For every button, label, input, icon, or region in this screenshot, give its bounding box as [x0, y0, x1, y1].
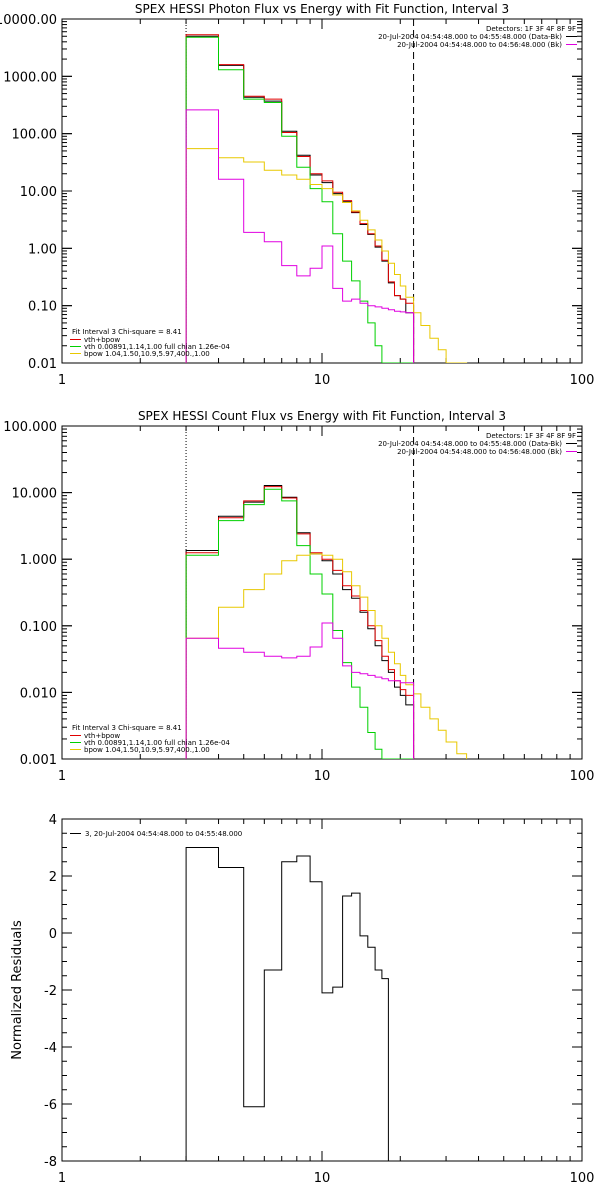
legend-detectors: Detectors: 1F 3F 4F 8F 9F: [486, 432, 576, 440]
y-tick-label: 10000.00: [0, 13, 57, 28]
plot-area: [185, 847, 415, 1161]
legend-entry-text: 3, 20-Jul-2004 04:54:48.000 to 04:55:48.…: [85, 830, 242, 838]
x-tick-label: 10: [314, 1171, 331, 1186]
y-tick-label: 0.10: [28, 300, 57, 315]
y-tick-label: 10.000: [12, 487, 58, 502]
x-tick-label: 1: [58, 373, 66, 388]
legend-entry-text: 20-Jul-2004 04:54:48.000 to 04:55:48.000…: [378, 440, 562, 448]
y-tick-label: 0.100: [20, 620, 57, 635]
legend-entry-text: 20-Jul-2004 04:54:48.000 to 04:56:48.000…: [397, 41, 562, 49]
series-bk-step-line: [185, 109, 415, 363]
legend-fit-header: Fit Interval 3 Chi-square = 8.41: [72, 724, 182, 732]
y-tick-label: 0.010: [20, 686, 57, 701]
legend-detectors: Detectors: 1F 3F 4F 8F 9F: [486, 25, 576, 33]
legend-entry-text: vth+bpow: [84, 732, 120, 740]
legend-entry-text: 20-Jul-2004 04:54:48.000 to 04:56:48.000…: [397, 448, 562, 456]
chart-panel-1: SPEX HESSI Photon Flux vs Energy with Fi…: [0, 2, 594, 388]
x-tick-label: 1: [58, 1171, 66, 1186]
legend-entry-text: vth 0.00891,1.14,1.00 full chian 1.26e-0…: [84, 739, 230, 747]
y-axis-ticks: [62, 818, 582, 1162]
x-tick-label: 1: [58, 769, 66, 784]
legend-entry-text: vth+bpow: [84, 336, 120, 344]
series-bpow-step-line: [185, 553, 468, 759]
chart-panel-3: Normalized Residuals 1 10 100 4 2 0 -2 -4 -6 -8 3, …: [10, 813, 594, 1186]
legend-entry-text: bpow 1.04,1.50,10.9,5.97,400.,1.00: [84, 746, 210, 754]
x-tick-label: 100: [570, 769, 595, 784]
x-axis-ticks: [61, 819, 583, 1161]
series-data-step-line: [185, 847, 415, 1161]
series-total-step-line: [185, 486, 415, 759]
series-data-step-line: [185, 485, 415, 759]
y-tick-label: 0: [49, 927, 57, 942]
y-tick-label: 2: [49, 870, 57, 885]
y-axis-ticks: [62, 425, 582, 760]
y-tick-label: -8: [44, 1155, 57, 1170]
legend-bottom-left: Fit Interval 3 Chi-square = 8.41vth+bpow…: [70, 724, 230, 754]
y-tick-label: 0.01: [28, 357, 57, 372]
x-tick-label: 100: [570, 373, 595, 388]
y-axis-label: Normalized Residuals: [10, 920, 25, 1060]
y-tick-label: 100.00: [12, 128, 58, 143]
y-tick-label: 100.000: [3, 420, 57, 435]
chart-title: SPEX HESSI Photon Flux vs Energy with Fi…: [135, 2, 509, 16]
y-tick-label: 4: [49, 813, 57, 828]
legend-fit-header: Fit Interval 3 Chi-square = 8.41: [72, 328, 182, 336]
legend-entry-text: bpow 1.04,1.50,10.9,5.97,400.,1.00: [84, 350, 210, 358]
y-tick-label: 1.00: [28, 242, 57, 257]
y-tick-label: -4: [44, 1041, 57, 1056]
y-axis-ticks: [62, 18, 582, 364]
y-tick-label: 1.000: [20, 553, 57, 568]
y-tick-label: 0.001: [20, 753, 57, 768]
x-tick-label: 100: [570, 1171, 595, 1186]
chart-panel-2: SPEX HESSI Count Flux vs Energy with Fit…: [3, 409, 594, 784]
y-tick-label: 1000.00: [3, 70, 57, 85]
chart-title: SPEX HESSI Count Flux vs Energy with Fit…: [138, 409, 506, 423]
legend-entry-text: 20-Jul-2004 04:54:48.000 to 04:55:48.000…: [378, 33, 562, 41]
series-total-step-line: [185, 34, 415, 363]
plot-area: [185, 426, 468, 759]
legend-bottom-left: Fit Interval 3 Chi-square = 8.41vth+bpow…: [70, 328, 230, 358]
plot-area: [185, 19, 468, 363]
series-bk-step-line: [185, 622, 415, 759]
x-tick-label: 10: [314, 769, 331, 784]
legend-residuals: 3, 20-Jul-2004 04:54:48.000 to 04:55:48.…: [70, 830, 242, 838]
x-axis-ticks: [61, 19, 583, 363]
series-bpow-step-line: [185, 148, 468, 363]
series-vth-step-line: [185, 488, 415, 759]
series-vth-step-line: [185, 36, 415, 363]
legend-entry-text: vth 0.00891,1.14,1.00 full chian 1.26e-0…: [84, 343, 230, 351]
y-tick-label: 10.00: [20, 185, 57, 200]
y-tick-label: -2: [44, 984, 57, 999]
x-tick-label: 10: [314, 373, 331, 388]
y-tick-label: -6: [44, 1098, 57, 1113]
series-data-step-line: [185, 35, 415, 363]
